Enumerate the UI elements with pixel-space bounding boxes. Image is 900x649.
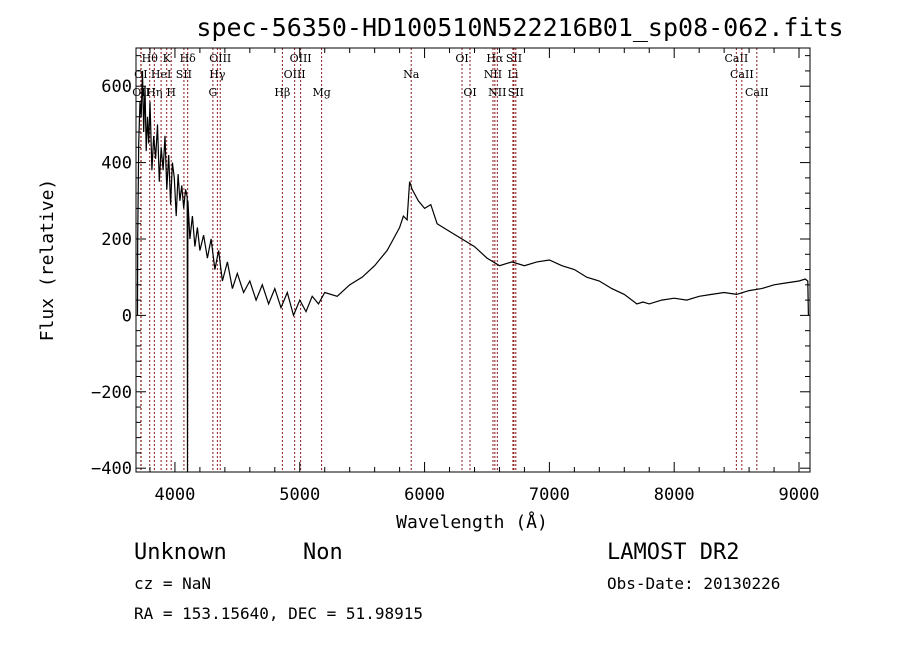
line-marker-label: SII [506,52,522,65]
spectrum-line [136,70,809,473]
spectrum-series [136,70,809,473]
line-marker-label: OIII [284,68,306,81]
line-marker-label: Li [508,68,519,81]
x-tick-label: 6000 [404,485,445,505]
line-marker-label: OI [455,52,468,65]
x-tick-label: 5000 [279,485,320,505]
line-marker-label: OI [463,86,476,99]
redshift-cz: cz = NaN [134,574,211,593]
line-marker-label: Hη [146,86,162,99]
line-marker-label: Na [403,68,420,81]
x-tick-label: 7000 [529,485,570,505]
obs-date: Obs-Date: 20130226 [607,574,780,593]
x-tick-label: 8000 [654,485,695,505]
line-marker-label: Hβ [274,86,290,99]
line-marker-label: SII [176,68,192,81]
line-marker-label: SII [508,86,524,99]
line-marker-label: H [166,86,176,99]
y-tick-label: 600 [101,77,132,97]
line-marker-label: HeI [151,68,171,81]
chart-title: spec-56350-HD100510N522216B01_sp08-062.f… [196,13,843,42]
x-axis-label: Wavelength (Å) [396,511,548,533]
ra-dec: RA = 153.15640, DEC = 51.98915 [134,604,423,623]
y-tick-label: 0 [122,306,132,326]
line-marker-label: K [163,52,172,65]
line-marker-label: CaII [745,86,769,99]
plot-frame [135,47,811,473]
line-marker-label: Hγ [209,68,226,81]
y-tick-label: −200 [91,383,132,403]
object-subclass: Non [303,540,343,565]
y-tick-label: 400 [101,154,132,174]
x-tick-label: 4000 [154,485,195,505]
line-marker-label: NII [488,86,506,99]
line-marker-label: Hδ [180,52,197,65]
line-marker-label: OIII [290,52,312,65]
y-tick-label: 200 [101,230,132,250]
line-marker-label: OIII [209,52,231,65]
line-marker-label: NII [484,68,502,81]
line-marker-label: CaII [725,52,749,65]
line-marker-label: CaII [730,68,754,81]
object-class: Unknown [134,540,227,565]
survey-name: LAMOST DR2 [607,540,739,565]
axes: 4000 5000 6000 7000 8000 9000 −400 −200 0 200 400 6… [91,48,819,505]
y-tick-label: −400 [91,459,132,479]
line-marker-label: Hα [486,52,504,65]
line-marker-label: Mg [312,86,330,99]
x-tick-label: 9000 [779,485,820,505]
y-axis-label: Flux (relative) [37,179,58,342]
line-marker-label: Hθ [142,52,159,65]
line-marker-label: G [208,86,217,99]
